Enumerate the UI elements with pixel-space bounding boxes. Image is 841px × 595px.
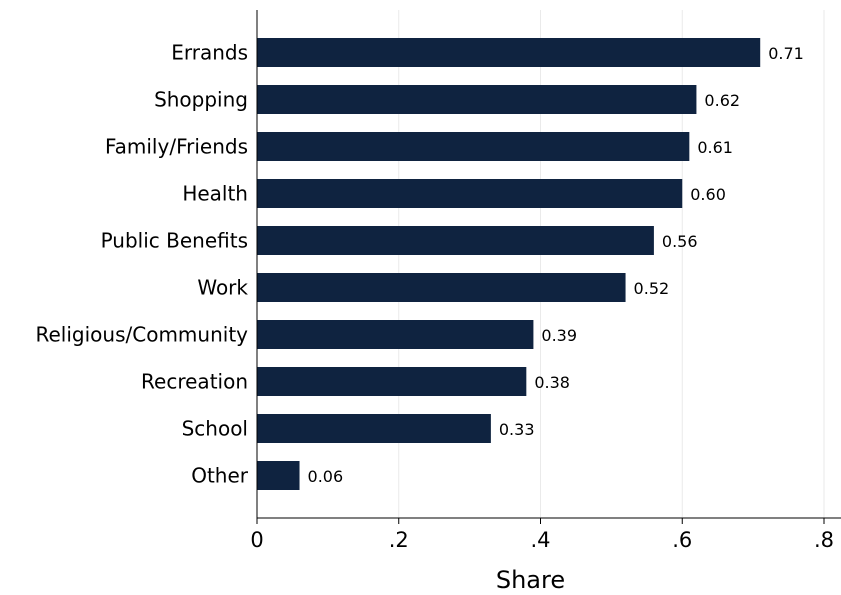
x-tick-label: .4 [530,528,550,552]
bar [257,414,491,443]
value-label: 0.38 [534,373,570,392]
category-label: School [182,417,248,441]
bar [257,461,300,490]
category-label: Work [197,276,248,300]
value-label: 0.52 [634,279,670,298]
value-label: 0.62 [704,91,740,110]
bar [257,38,761,67]
value-labels: 0.71 0.62 0.61 0.60 0.56 0.52 0.39 0.38 0.33 0.06 [308,44,804,486]
value-label: 0.60 [690,185,726,204]
value-label: 0.56 [662,232,698,251]
x-tick-label: 0 [250,528,263,552]
category-label: Other [191,464,249,488]
bar [257,85,697,114]
value-label: 0.06 [308,467,344,486]
bar [257,320,534,349]
value-label: 0.71 [768,44,804,63]
value-label: 0.61 [697,138,733,157]
category-label: Recreation [141,370,248,394]
x-axis-ticks: 0 .2 .4 .6 .8 [250,518,834,552]
x-tick-label: .8 [814,528,834,552]
bar [257,367,527,396]
category-label: Shopping [154,88,248,112]
value-label: 0.33 [499,420,535,439]
x-axis-title: Share [496,566,565,594]
category-label: Health [182,182,248,206]
bar [257,132,690,161]
category-label: Public Benefits [101,229,248,253]
x-tick-label: .6 [672,528,692,552]
bar [257,179,683,208]
bar [257,226,654,255]
x-tick-label: .2 [389,528,409,552]
value-label: 0.39 [541,326,577,345]
category-labels: Errands Shopping Family/Friends Health Publi… [36,41,249,488]
category-label: Errands [171,41,248,65]
bars [257,38,761,490]
category-label: Family/Friends [105,135,248,159]
category-label: Religious/Community [36,323,249,347]
bar [257,273,626,302]
